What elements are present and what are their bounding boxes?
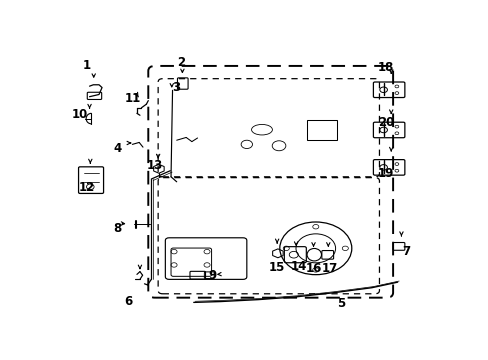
- Text: 16: 16: [305, 262, 322, 275]
- Text: 9: 9: [208, 269, 216, 282]
- Text: 19: 19: [377, 167, 394, 180]
- Text: 17: 17: [321, 262, 337, 275]
- Text: 8: 8: [113, 222, 121, 235]
- Text: 18: 18: [377, 61, 394, 74]
- Text: 4: 4: [113, 142, 121, 155]
- Text: 14: 14: [290, 260, 306, 273]
- Bar: [306, 120, 336, 140]
- Text: 3: 3: [172, 81, 181, 94]
- Text: 12: 12: [79, 181, 95, 194]
- Text: 1: 1: [82, 59, 91, 72]
- Text: 5: 5: [337, 297, 345, 310]
- Text: 10: 10: [71, 108, 87, 121]
- Text: 6: 6: [124, 295, 132, 308]
- Text: 15: 15: [267, 261, 284, 274]
- Text: 11: 11: [124, 92, 140, 105]
- Text: 13: 13: [147, 159, 163, 172]
- Text: 20: 20: [377, 116, 394, 129]
- Text: 2: 2: [177, 56, 185, 69]
- Text: 7: 7: [401, 245, 409, 258]
